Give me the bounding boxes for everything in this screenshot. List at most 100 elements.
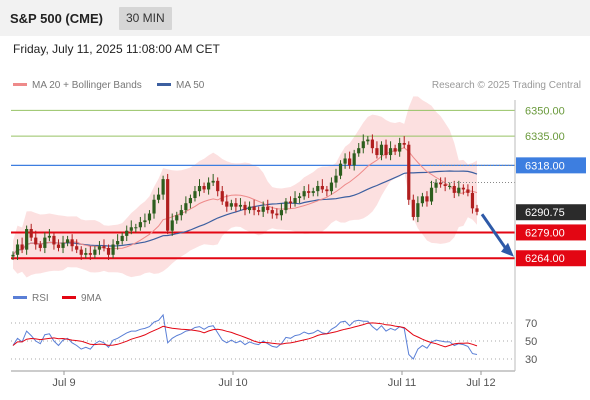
level-label-support: 6264.00 xyxy=(525,253,565,265)
candle-body xyxy=(420,196,425,204)
candle-body xyxy=(297,196,302,199)
legend-ma20-label: MA 20 + Bollinger Bands xyxy=(32,80,142,91)
candle-body xyxy=(161,179,165,195)
candle-body xyxy=(156,194,161,200)
projection-arrow-head xyxy=(501,242,514,257)
candle-body xyxy=(425,196,429,202)
candle-body xyxy=(120,235,124,242)
candle-body xyxy=(225,201,229,207)
candle-body xyxy=(261,206,265,212)
candle-body xyxy=(88,253,92,255)
candle-body xyxy=(15,244,20,255)
candle-body xyxy=(443,184,447,186)
candle-body xyxy=(316,186,320,192)
legend-rsi-ma-label: 9MA xyxy=(81,293,102,304)
legend-rsi-ma: 9MA xyxy=(62,293,102,304)
rsi-tick-label: 70 xyxy=(525,318,537,330)
x-tick-label: Jul 11 xyxy=(388,377,417,389)
candle-body xyxy=(352,153,356,166)
candle-body xyxy=(97,246,102,250)
x-tick-label: Jul 10 xyxy=(218,377,247,389)
research-watermark: Research © 2025 Trading Central xyxy=(431,80,581,91)
legend-rsi: RSI xyxy=(13,293,49,304)
candle-body xyxy=(116,241,120,245)
timeframe-button[interactable]: 30 MIN xyxy=(119,7,172,30)
candle-body xyxy=(407,144,411,200)
candle-body xyxy=(193,191,197,199)
candle-body xyxy=(229,203,233,207)
candle-body xyxy=(343,158,347,164)
candle-body xyxy=(34,237,38,245)
candle-body xyxy=(357,148,361,154)
candle-body xyxy=(384,144,388,156)
candle-body xyxy=(398,143,402,152)
candle-body xyxy=(234,203,238,207)
candles-group xyxy=(11,134,479,260)
candle-body xyxy=(370,139,374,149)
candle-body xyxy=(466,189,470,193)
candle-body xyxy=(475,208,479,212)
candle-body xyxy=(302,191,306,197)
candle-body xyxy=(65,239,70,243)
candle-body xyxy=(461,187,465,190)
candle-body xyxy=(238,204,243,207)
candle-body xyxy=(275,213,279,216)
candle-body xyxy=(393,148,397,152)
candle-body xyxy=(243,204,247,211)
chart-datetime: Friday, July 11, 2025 11:08:00 AM CET xyxy=(13,42,220,56)
candle-body xyxy=(166,179,170,231)
candle-body xyxy=(293,198,297,204)
candle-body xyxy=(61,242,65,248)
level-label-target: 6335.00 xyxy=(525,131,565,143)
rsi-ma-swatch xyxy=(62,295,76,299)
candle-body xyxy=(147,213,152,221)
legend-rsi-label: RSI xyxy=(32,293,49,304)
level-label-target: 6350.00 xyxy=(525,105,565,117)
candle-body xyxy=(416,203,420,217)
level-label-support: 6279.00 xyxy=(525,227,565,239)
rsi-tick-label: 30 xyxy=(525,354,537,366)
candle-body xyxy=(47,235,51,238)
projection-arrow-shaft xyxy=(480,213,508,250)
rsi-ma-line xyxy=(12,322,478,348)
candle-body xyxy=(102,246,106,248)
candle-body xyxy=(84,253,88,255)
candle-body xyxy=(311,191,315,193)
candle-body xyxy=(11,254,15,257)
level-label-support-bg xyxy=(516,250,586,267)
candle-body xyxy=(188,198,193,204)
candle-body xyxy=(334,175,338,183)
instrument-title: S&P 500 (CME) xyxy=(10,11,103,26)
candle-body xyxy=(129,227,133,231)
candle-body xyxy=(329,182,334,192)
legend-ma50-label: MA 50 xyxy=(176,80,205,91)
candle-body xyxy=(470,192,475,209)
candle-body xyxy=(106,247,111,255)
rsi-swatch xyxy=(13,295,27,299)
candle-body xyxy=(143,220,147,223)
candle-body xyxy=(29,229,33,238)
candle-body xyxy=(457,187,461,193)
candle-body xyxy=(448,186,452,187)
candle-body xyxy=(361,141,365,149)
candle-body xyxy=(429,187,434,202)
candle-body xyxy=(411,199,415,217)
candle-body xyxy=(70,239,74,247)
candle-body xyxy=(170,220,174,231)
candle-body xyxy=(138,222,142,228)
candle-body xyxy=(175,215,179,221)
last-price-label-bg xyxy=(516,204,586,221)
candle-body xyxy=(252,206,256,211)
legend-ma50: MA 50 xyxy=(157,80,204,91)
candle-body xyxy=(43,237,47,248)
candle-body xyxy=(93,249,97,255)
candle-body xyxy=(270,210,274,214)
candle-body xyxy=(202,186,206,190)
candle-body xyxy=(207,182,211,190)
legend-ma20: MA 20 + Bollinger Bands xyxy=(13,80,142,91)
ma50-swatch xyxy=(157,82,171,86)
last-price-label: 6290.75 xyxy=(525,207,565,219)
candle-body xyxy=(179,210,183,216)
candle-body xyxy=(375,148,379,156)
